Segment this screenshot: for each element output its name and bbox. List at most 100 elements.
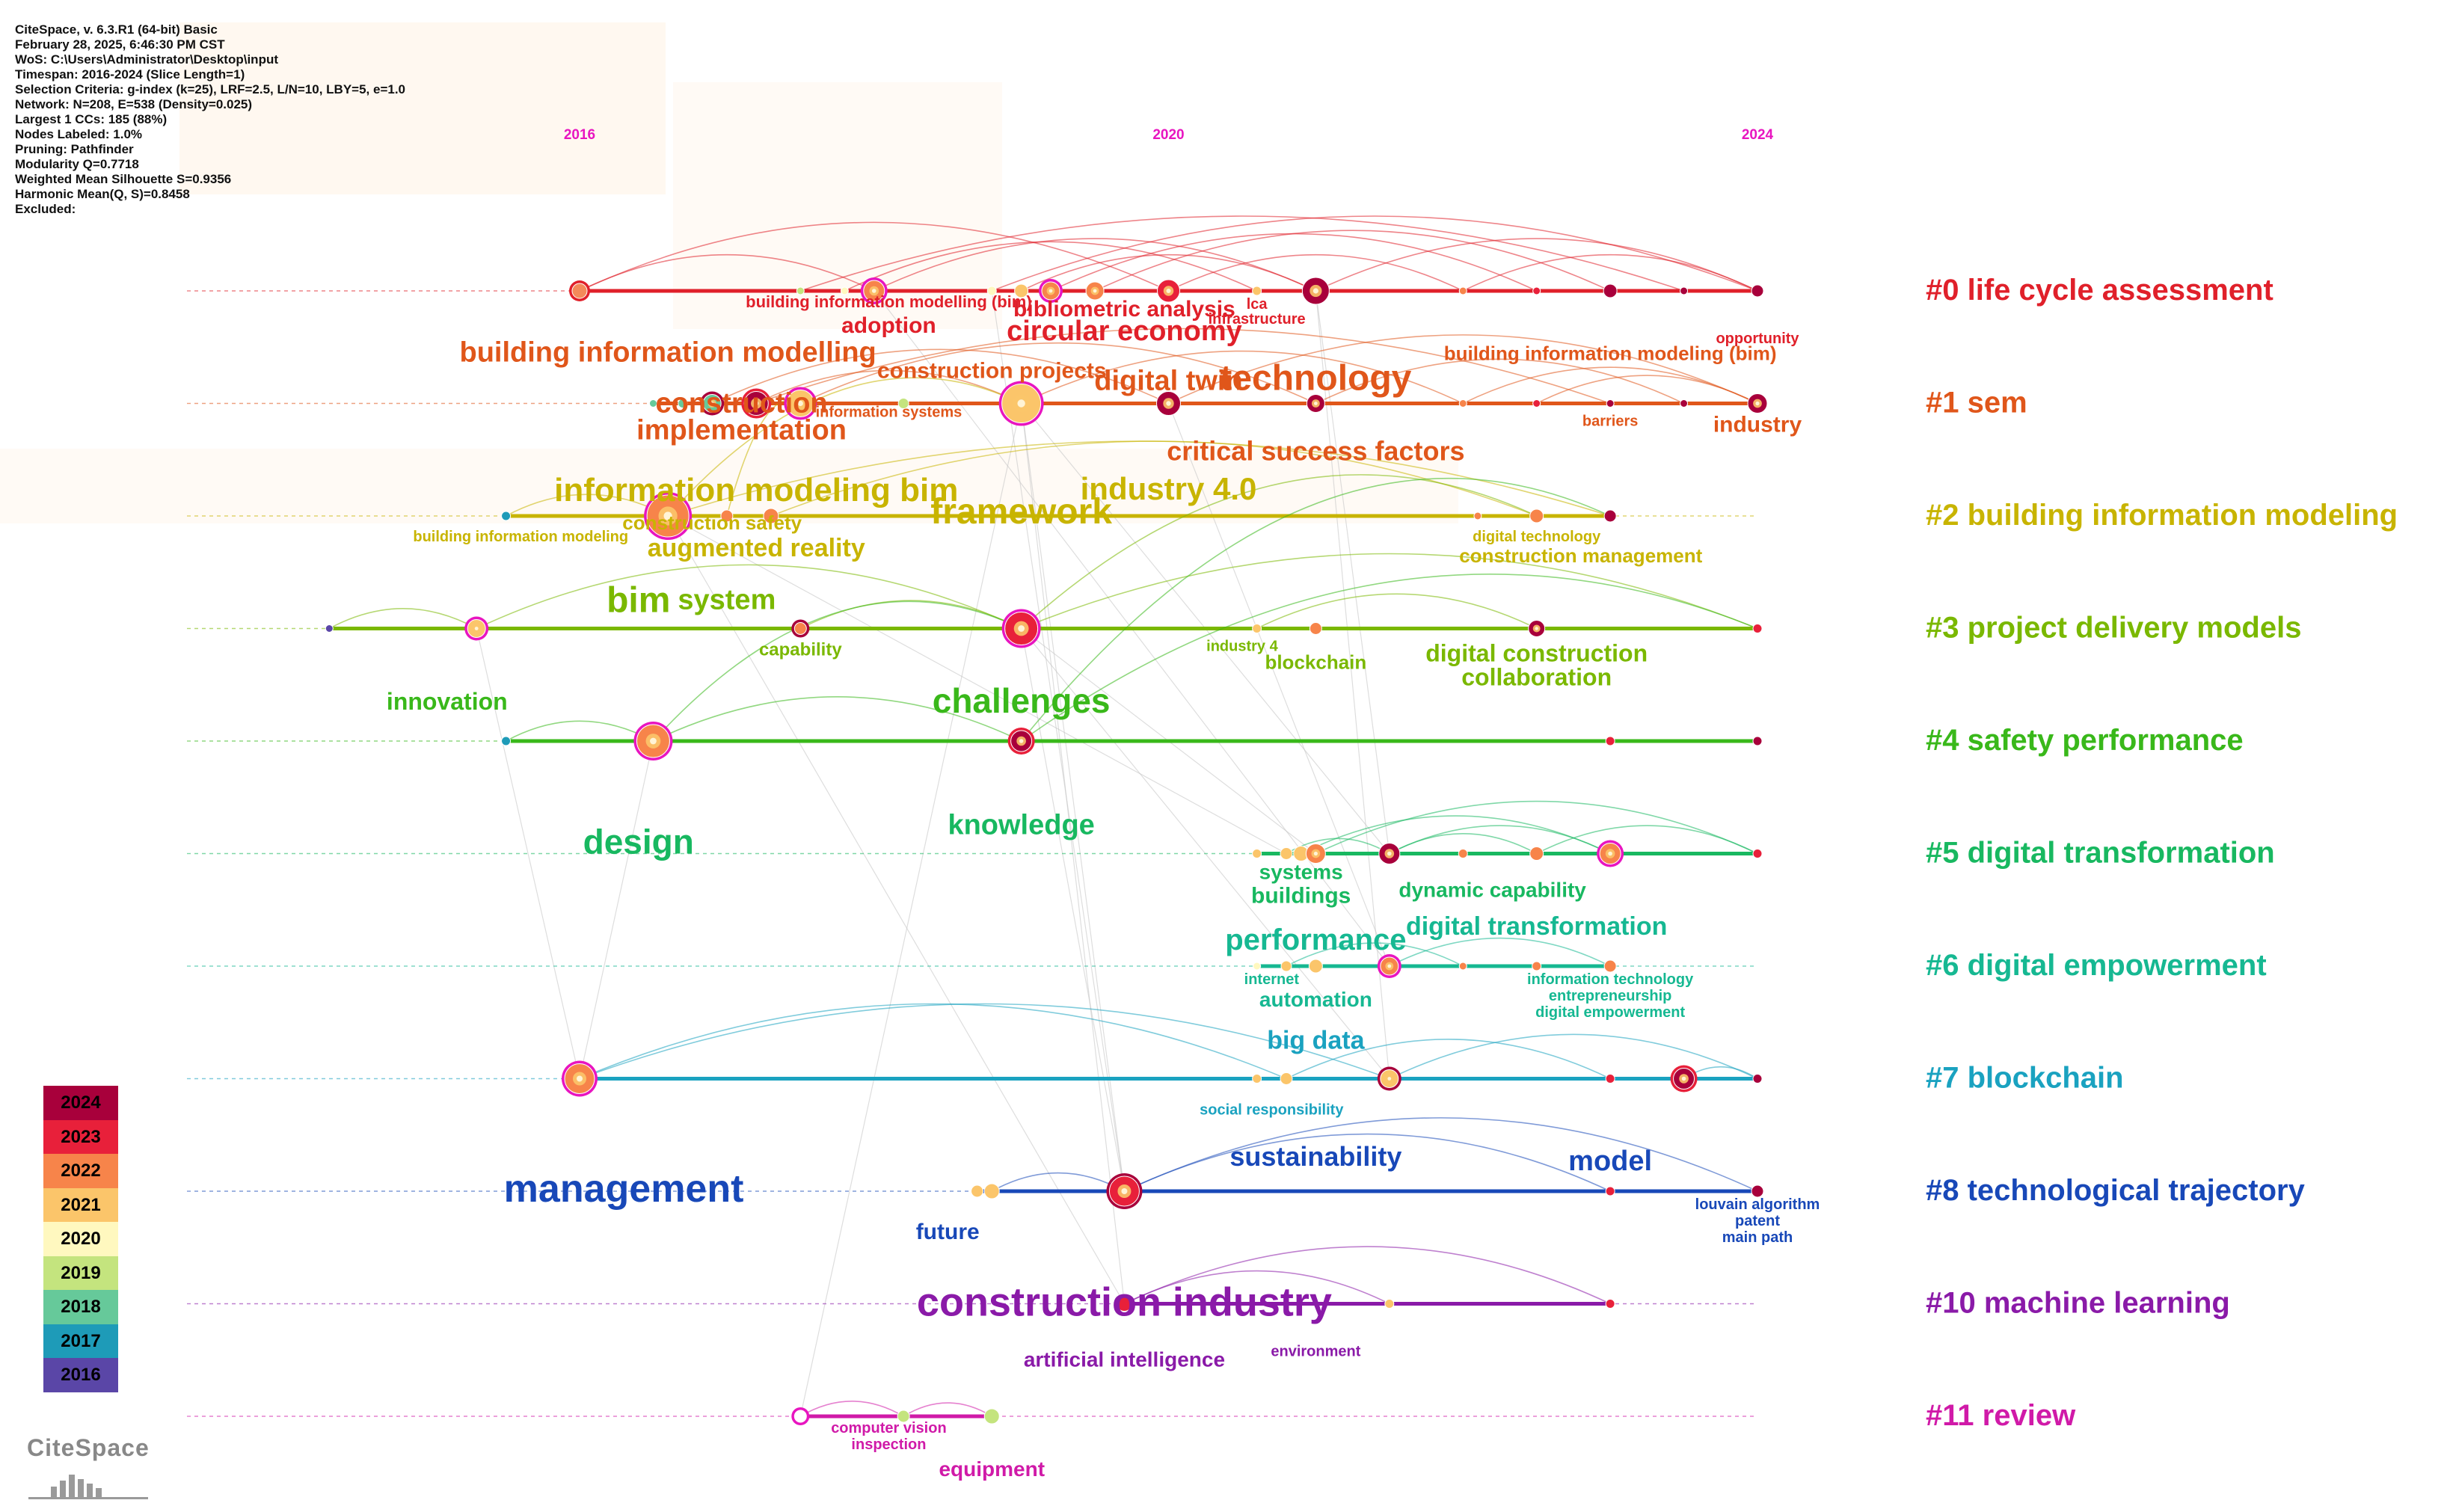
keyword-label: digital construction bbox=[1425, 640, 1648, 667]
link-arc bbox=[1536, 825, 1758, 855]
cluster-labels-layer: #0 life cycle assessment #1 sem #2 buildin… bbox=[1926, 274, 2398, 1432]
node bbox=[1253, 962, 1262, 971]
link-arc bbox=[1256, 593, 1538, 630]
keyword-label: construction projects bbox=[877, 359, 1107, 384]
node-center bbox=[1535, 627, 1538, 630]
node bbox=[1252, 1074, 1262, 1084]
link-arc bbox=[579, 1003, 1390, 1080]
link-arc bbox=[799, 1401, 904, 1417]
info-line: February 28, 2025, 6:46:30 PM CST bbox=[15, 37, 225, 52]
node bbox=[1532, 286, 1541, 295]
year-axis-label: 2024 bbox=[1742, 127, 1774, 143]
faint-link bbox=[1021, 628, 1126, 1192]
info-line: Selection Criteria: g-index (k=25), LRF=… bbox=[15, 82, 406, 96]
node bbox=[720, 509, 734, 523]
node-center bbox=[1608, 851, 1612, 856]
link-arc bbox=[667, 377, 1022, 517]
keyword-label: industry 4.0 bbox=[1081, 471, 1257, 506]
keyword-label: adoption bbox=[841, 313, 936, 338]
faint-link bbox=[799, 403, 1022, 1417]
keyword-label: internet bbox=[1244, 971, 1300, 988]
keyword-label: patent bbox=[1735, 1213, 1780, 1229]
node bbox=[1603, 283, 1618, 298]
link-arc bbox=[1021, 574, 1758, 742]
link-arc bbox=[991, 215, 1758, 292]
node bbox=[1532, 399, 1541, 408]
info-line: Weighted Mean Silhouette S=0.9356 bbox=[15, 172, 232, 186]
node bbox=[1458, 962, 1467, 971]
keyword-label: sustainability bbox=[1229, 1141, 1401, 1172]
node-center bbox=[1093, 289, 1097, 293]
faint-link bbox=[476, 628, 580, 1079]
node bbox=[1280, 1072, 1293, 1085]
link-arc bbox=[755, 369, 1022, 405]
cluster-label: #7 blockchain bbox=[1926, 1062, 2124, 1095]
info-line: Pruning: Pathfinder bbox=[15, 142, 134, 156]
info-line: CiteSpace, v. 6.3.R1 (64-bit) Basic bbox=[15, 22, 218, 37]
year-axis-layer: 2016 2020 2024 bbox=[564, 127, 1774, 143]
node bbox=[648, 399, 657, 408]
node-center bbox=[1387, 964, 1392, 968]
keyword-label: bim bbox=[607, 581, 670, 621]
faint-link bbox=[1021, 403, 1126, 1192]
node bbox=[793, 622, 807, 635]
links-layer bbox=[328, 215, 1758, 1417]
node bbox=[1751, 284, 1764, 298]
link-arc bbox=[711, 348, 1169, 405]
year-axis-label: 2016 bbox=[564, 127, 595, 143]
keyword-label: construction management bbox=[1459, 544, 1702, 567]
node-center bbox=[1017, 399, 1025, 408]
node bbox=[1529, 846, 1544, 861]
link-arc bbox=[1389, 937, 1611, 967]
node bbox=[1605, 1074, 1615, 1084]
node bbox=[1680, 399, 1689, 408]
link-arc bbox=[1389, 1033, 1758, 1080]
link-arc bbox=[1124, 1117, 1758, 1192]
keyword-label: implementation bbox=[636, 415, 847, 446]
keyword-label: challenges bbox=[933, 681, 1111, 720]
node bbox=[1280, 847, 1293, 860]
keyword-label: capability bbox=[759, 640, 842, 660]
keyword-label: dynamic capability bbox=[1398, 879, 1586, 902]
node-center bbox=[1755, 401, 1760, 406]
link-arc bbox=[653, 696, 1022, 742]
keyword-label: automation bbox=[1259, 988, 1372, 1011]
keywords-layer: building information modelling (bim)bibl… bbox=[387, 292, 1820, 1481]
bg-panel bbox=[179, 22, 666, 194]
link-arc bbox=[476, 564, 1022, 630]
link-arc bbox=[1021, 253, 1316, 292]
keyword-label: information systems bbox=[816, 405, 962, 421]
link-arc bbox=[1021, 553, 1758, 630]
link-arc bbox=[1389, 833, 1538, 855]
info-panel: CiteSpace, v. 6.3.R1 (64-bit) Basic Febru… bbox=[15, 22, 405, 217]
link-arc bbox=[1021, 474, 1538, 630]
node-center bbox=[797, 400, 803, 407]
link-arc bbox=[844, 241, 1257, 292]
node bbox=[897, 1410, 910, 1423]
node bbox=[1458, 849, 1468, 858]
link-arc bbox=[903, 1402, 992, 1417]
keyword-label: louvain algorithm bbox=[1695, 1196, 1820, 1213]
legend-year-2017: 2017 bbox=[43, 1324, 118, 1358]
keyword-label: technology bbox=[1220, 359, 1411, 399]
keyword-label: building information modelling bbox=[459, 337, 876, 369]
keyword-label: industry 4 bbox=[1206, 639, 1278, 655]
legend-year-2019: 2019 bbox=[43, 1256, 118, 1290]
cluster-label: #6 digital empowerment bbox=[1926, 949, 2267, 982]
node bbox=[1309, 622, 1322, 635]
faint-link bbox=[579, 740, 654, 1079]
node bbox=[1605, 1186, 1615, 1196]
node-center bbox=[1048, 289, 1053, 293]
link-arc bbox=[1094, 230, 1611, 292]
faint-link bbox=[667, 515, 1287, 855]
link-arc bbox=[1315, 238, 1758, 292]
node bbox=[1252, 624, 1262, 633]
cluster-label: #8 technological trajectory bbox=[1926, 1174, 2306, 1207]
link-arc bbox=[1124, 1133, 1611, 1192]
keyword-label: design bbox=[583, 823, 694, 861]
node-center bbox=[577, 1075, 583, 1082]
link-arc bbox=[1021, 350, 1464, 405]
faint-link bbox=[1315, 290, 1390, 1079]
keyword-label: big data bbox=[1267, 1027, 1365, 1055]
keyword-label: collaboration bbox=[1461, 664, 1612, 691]
